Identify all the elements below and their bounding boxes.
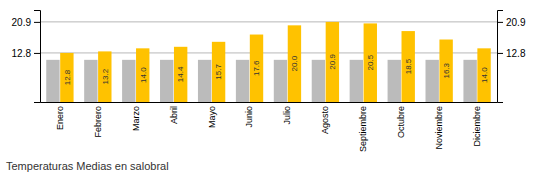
bar — [60, 53, 73, 102]
bar — [84, 60, 97, 102]
y2-axis: 12.8 20.9 — [497, 11, 526, 103]
data-label: 20.9 — [328, 54, 337, 70]
x-tick-label: Febrero — [93, 106, 103, 138]
chart-container: 12.8 13.2 14.0 14.4 15.7 17.6 20.0 20.9 20.5 18.5… — [0, 0, 537, 174]
x-tick-label: Diciembre — [472, 106, 482, 147]
bar — [174, 47, 187, 102]
y2-tick-label: 12.8 — [506, 48, 526, 59]
x-tick-label: Septiembre — [358, 106, 368, 152]
y-tick-mark — [34, 22, 40, 23]
bar — [198, 60, 211, 102]
x-tick: Enero — [55, 106, 65, 130]
chart-svg: 12.8 13.2 14.0 14.4 15.7 17.6 20.0 20.9 20.5 18.5… — [0, 0, 537, 174]
bar — [122, 60, 135, 102]
bar — [136, 48, 149, 102]
data-label: 14.4 — [176, 66, 185, 82]
data-label: 15.7 — [214, 64, 223, 80]
x-tick-label: Octubre — [396, 106, 406, 138]
data-label: 20.0 — [290, 55, 299, 71]
y-axis: 12.8 20.9 — [12, 11, 41, 103]
y2-tick-mark — [497, 53, 503, 54]
x-tick: Octubre — [396, 106, 406, 138]
y-tick-label: 12.8 — [12, 48, 32, 59]
data-label: 16.3 — [442, 62, 451, 78]
x-tick-label: Enero — [55, 106, 65, 130]
y2-axis-line — [498, 11, 504, 103]
x-tick-label: Noviembre — [434, 106, 444, 150]
x-tick: Marzo — [131, 106, 141, 131]
x-tick-label: Julio — [282, 106, 292, 125]
bar — [274, 60, 287, 102]
bar — [477, 48, 490, 102]
bar — [236, 60, 249, 102]
x-tick: Abril — [169, 106, 179, 124]
bar — [98, 51, 111, 102]
data-labels: 12.8 13.2 14.0 14.4 15.7 17.6 20.0 20.9 20.5 18.5… — [63, 54, 489, 86]
bar — [250, 35, 263, 102]
x-tick-label: Junio — [244, 106, 254, 128]
grid-line — [40, 21, 497, 22]
data-label: 20.5 — [366, 54, 375, 70]
data-label: 18.5 — [404, 58, 413, 74]
bar — [312, 60, 325, 102]
x-tick-label: Abril — [169, 106, 179, 124]
data-label: 17.6 — [252, 60, 261, 76]
y-tick-mark — [34, 53, 40, 54]
grid — [40, 22, 497, 53]
bar — [288, 25, 301, 102]
bar — [463, 60, 476, 102]
x-tick: Septiembre — [358, 106, 368, 152]
y-tick-label: 20.9 — [12, 17, 32, 28]
x-tick-label: Marzo — [131, 106, 141, 131]
y2-tick: 12.8 — [497, 48, 526, 59]
x-tick: Mayo — [206, 106, 216, 128]
data-label: 13.2 — [101, 68, 110, 84]
x-tick: Febrero — [93, 106, 103, 138]
x-tick-label: Mayo — [206, 106, 216, 128]
x-axis: Enero Febrero Marzo Abril Mayo Junio Julio Agos… — [41, 103, 498, 153]
y2-tick: 20.9 — [497, 17, 526, 28]
y2-tick-mark — [497, 22, 503, 23]
y-tick: 12.8 — [12, 48, 40, 59]
y2-tick-label: 20.9 — [506, 17, 526, 28]
x-tick-label: Agosto — [320, 106, 330, 134]
bar — [350, 60, 363, 102]
x-tick: Diciembre — [472, 106, 482, 147]
bar — [212, 42, 225, 102]
x-tick: Agosto — [320, 106, 330, 134]
data-label: 12.8 — [63, 69, 72, 85]
bar — [326, 22, 339, 102]
data-label: 14.0 — [139, 67, 148, 83]
bar — [364, 23, 377, 102]
bar — [402, 31, 415, 102]
bar — [46, 60, 59, 102]
x-tick: Julio — [282, 106, 292, 125]
y-axis-line — [34, 11, 41, 103]
x-tick: Junio — [244, 106, 254, 128]
bar — [388, 60, 401, 102]
bar — [425, 60, 438, 102]
y-tick: 20.9 — [12, 17, 40, 28]
bar — [439, 40, 452, 102]
plot-area: 12.8 13.2 14.0 14.4 15.7 17.6 20.0 20.9 20.5 18.5… — [12, 11, 526, 153]
bars — [46, 22, 491, 102]
bar — [160, 60, 173, 102]
x-axis-line — [41, 102, 498, 103]
data-label: 14.0 — [480, 67, 489, 83]
bar-series — [60, 22, 491, 102]
x-tick: Noviembre — [434, 106, 444, 150]
title: Temperaturas Medias en salobral — [6, 160, 169, 172]
